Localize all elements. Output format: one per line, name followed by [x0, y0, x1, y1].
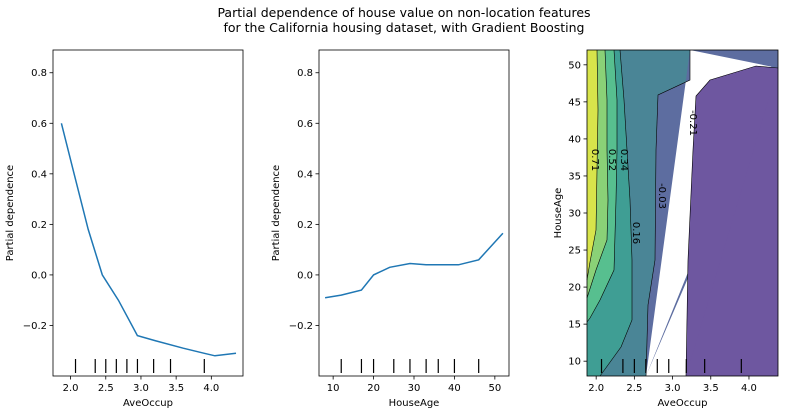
y-tick-label: 0.0	[297, 270, 313, 281]
y-tick-label: 0.6	[31, 119, 47, 130]
contour-label: 0.71	[589, 149, 600, 171]
y-axis-label: HouseAge	[553, 188, 564, 239]
contour-band	[587, 50, 632, 376]
x-tick-label: 4.0	[203, 383, 219, 394]
x-tick-label: 2.0	[63, 383, 79, 394]
x-tick-label: 20	[367, 383, 380, 394]
contour-band	[587, 50, 617, 376]
y-tick-label: 0.2	[31, 220, 47, 231]
contour-label: 0.16	[630, 222, 641, 244]
y-axis-label: Partial dependence	[271, 165, 282, 261]
contour-line	[586, 49, 618, 323]
y-tick-label: −0.2	[289, 321, 313, 332]
x-tick-label: 3.0	[133, 383, 149, 394]
figure-title-line-2: for the California housing dataset, with…	[224, 20, 585, 35]
x-tick-label: 3.5	[703, 383, 719, 394]
contour-band	[686, 68, 778, 376]
axes-frame	[318, 49, 510, 377]
x-tick-label: 30	[408, 383, 421, 394]
panel-houseage-partial-dependence: 10 20 30 40 50 −0.2 0.0 0.2 0.4 0.6 0.8 HouseAge Par…	[271, 49, 510, 409]
y-tick-label: 10	[568, 357, 581, 368]
panel-aveoccup-partial-dependence: 2.0 2.5 3.0 3.5 4.0 −0.2 0.0 0.2 0.4 0.6 0.8 AveOcc…	[5, 49, 244, 409]
contour-band	[600, 50, 690, 376]
x-tick-label: 10	[327, 383, 340, 394]
y-axis-label: Partial dependence	[5, 165, 16, 261]
axes-frame	[52, 49, 244, 377]
y-tick-label: 30	[568, 209, 581, 220]
pd-line	[60, 123, 237, 357]
y-tick-label: 20	[568, 283, 581, 294]
contour-band	[587, 50, 598, 376]
y-tick-label: −0.2	[23, 321, 47, 332]
contour-label: -0.21	[687, 110, 698, 136]
y-tick-label: 0.6	[297, 119, 313, 130]
contour-line	[685, 65, 779, 377]
y-tick-label: 0.4	[31, 169, 47, 180]
pd-line	[324, 232, 504, 299]
y-tick-label: 35	[568, 171, 581, 182]
x-tick-label: 3.0	[665, 383, 681, 394]
x-tick-label: 2.5	[626, 383, 642, 394]
x-tick-label: 3.5	[168, 383, 184, 394]
contour-label: 0.34	[618, 149, 629, 171]
contour-line	[586, 49, 599, 281]
figure-title-line-1: Partial dependence of house value on non…	[217, 5, 590, 20]
y-tick-label: 50	[568, 60, 581, 71]
y-tick-label: 45	[568, 97, 581, 108]
x-tick-label: 2.5	[98, 383, 114, 394]
contour-line	[586, 49, 609, 299]
y-tick-label: 40	[568, 134, 581, 145]
x-tick-label: 2.0	[588, 383, 604, 394]
y-tick-label: 0.2	[297, 220, 313, 231]
x-tick-label: 40	[448, 383, 461, 394]
y-tick-label: 0.8	[297, 68, 313, 79]
y-tick-label: 0.8	[31, 68, 47, 79]
contour-band	[690, 50, 778, 68]
y-tick-label: 0.0	[31, 270, 47, 281]
x-tick-label: 4.0	[741, 383, 757, 394]
contour-label: -0.03	[656, 183, 667, 209]
x-axis-label: AveOccup	[123, 398, 173, 409]
contour-line	[645, 50, 691, 377]
x-tick-label: 50	[488, 383, 501, 394]
y-tick-label: 0.4	[297, 169, 313, 180]
x-axis-label: HouseAge	[389, 398, 440, 409]
contour-label: 0.52	[606, 149, 617, 171]
contour-band	[587, 50, 608, 298]
contour-line	[599, 49, 633, 377]
x-axis-label: AveOccup	[658, 398, 708, 409]
y-tick-label: 25	[568, 246, 581, 257]
panel-two-way-contour: 0.71 0.52 0.34 0.16 -0.03 -0.21 2.0 2.5 3.0 3.5 4.…	[553, 49, 779, 409]
y-tick-label: 15	[568, 320, 581, 331]
